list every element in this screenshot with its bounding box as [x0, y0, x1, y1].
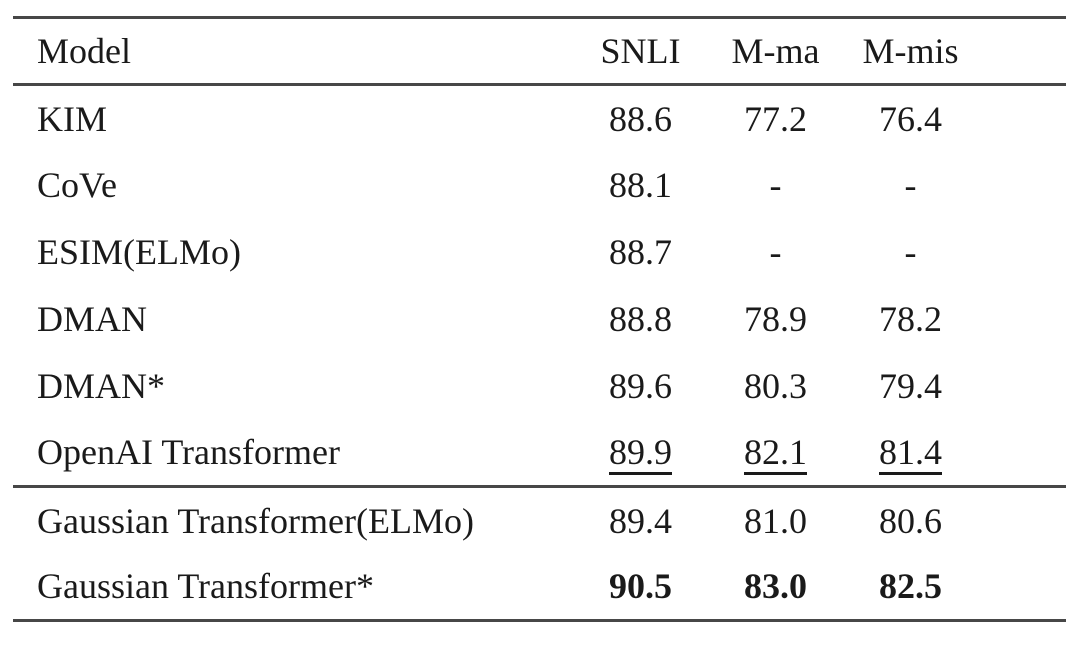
table-row: ESIM(ELMo) 88.7 - - [13, 219, 1066, 286]
results-table: Model SNLI M-ma M-mis KIM 88.6 77.2 76.4 CoV… [13, 16, 1066, 622]
model-name-cell: Gaussian Transformer* [37, 566, 374, 607]
spacer-cell [978, 487, 1066, 554]
model-name-cell: KIM [37, 98, 107, 139]
spacer-cell [978, 152, 1066, 219]
header-row: Model SNLI M-ma M-mis [13, 18, 1066, 85]
table-body: KIM 88.6 77.2 76.4 CoVe 88.1 - - ESIM(ELMo) 88.7 -… [13, 85, 1066, 621]
model-name-cell: OpenAI Transformer [37, 432, 340, 473]
m-ma-value-cell: - [769, 232, 782, 272]
m-ma-value-cell: 78.9 [744, 299, 807, 339]
m-mis-value-cell: 79.4 [879, 366, 942, 406]
spacer-column [978, 18, 1066, 85]
column-header-m-ma: M-ma [731, 31, 820, 71]
m-ma-value-cell: 82.1 [744, 432, 807, 473]
model-name-cell: Gaussian Transformer(ELMo) [37, 500, 474, 541]
snli-value-cell: 88.7 [609, 232, 672, 272]
snli-value-cell: 88.1 [609, 165, 672, 205]
m-ma-value-cell: 77.2 [744, 98, 807, 139]
spacer-cell [978, 420, 1066, 487]
m-mis-value-cell: - [904, 232, 917, 272]
spacer-cell [978, 286, 1066, 353]
spacer-cell [978, 353, 1066, 420]
table-row: Gaussian Transformer* 90.5 83.0 82.5 [13, 554, 1066, 621]
model-name-cell: ESIM(ELMo) [37, 232, 241, 272]
m-ma-value-cell: 81.0 [744, 500, 807, 541]
spacer-cell [978, 554, 1066, 621]
spacer-cell [978, 219, 1066, 286]
m-ma-value-cell: - [769, 165, 782, 205]
m-mis-value-cell: 78.2 [879, 299, 942, 339]
table-row: CoVe 88.1 - - [13, 152, 1066, 219]
table-row: KIM 88.6 77.2 76.4 [13, 85, 1066, 152]
model-name-cell: DMAN [37, 299, 148, 339]
table-row: DMAN 88.8 78.9 78.2 [13, 286, 1066, 353]
m-ma-value-cell: 80.3 [744, 366, 807, 406]
table-row: OpenAI Transformer 89.9 82.1 81.4 [13, 420, 1066, 487]
model-name-cell: DMAN* [37, 366, 166, 406]
snli-value-cell: 90.5 [609, 566, 672, 607]
snli-value-cell: 89.6 [609, 366, 672, 406]
snli-value-cell: 88.6 [609, 98, 672, 139]
m-ma-value-cell: 83.0 [744, 566, 807, 607]
column-header-snli: SNLI [600, 31, 681, 71]
snli-value-cell: 89.9 [609, 432, 672, 473]
column-header-m-mis: M-mis [862, 31, 959, 71]
m-mis-value-cell: 80.6 [879, 500, 942, 541]
spacer-cell [978, 85, 1066, 152]
m-mis-value-cell: 81.4 [879, 432, 942, 473]
m-mis-value-cell: 82.5 [879, 566, 942, 607]
snli-value-cell: 89.4 [609, 500, 672, 541]
column-header-model: Model [37, 31, 131, 71]
table-row: DMAN* 89.6 80.3 79.4 [13, 353, 1066, 420]
table-row: Gaussian Transformer(ELMo) 89.4 81.0 80.6 [13, 486, 1066, 554]
model-name-cell: CoVe [37, 165, 117, 205]
m-mis-value-cell: - [904, 165, 917, 205]
m-mis-value-cell: 76.4 [879, 98, 942, 139]
snli-value-cell: 88.8 [609, 299, 672, 339]
